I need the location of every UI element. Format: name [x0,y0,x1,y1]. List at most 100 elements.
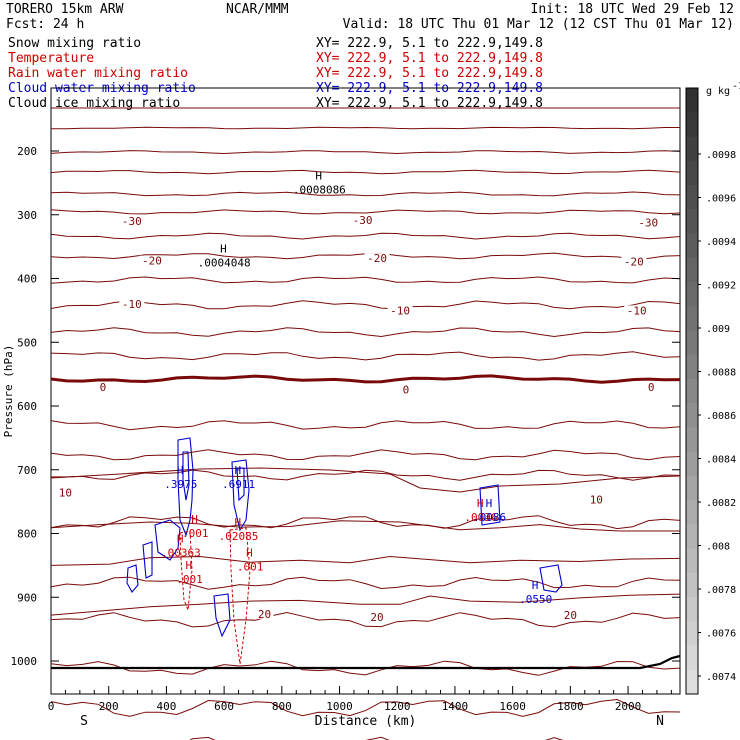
maximum-marker: H [477,497,484,510]
temperature-label: 20 [370,611,383,624]
temperature-label-bg [364,253,390,264]
maximum-value: .6911 [222,478,255,491]
y-tick-label: 400 [17,273,37,286]
maximum-value: .0004048 [198,257,251,270]
model-title: TORERO 15km ARW [6,2,124,17]
temperature-label: -30 [638,216,658,229]
colorbar-step [686,572,698,598]
plot-frame [50,87,681,695]
isotherm-line [50,515,681,530]
temperature-label-bg [119,216,145,227]
x-tick-label: 1200 [384,700,411,713]
y-tick-label: 200 [17,145,37,158]
cloud-water-contour [231,459,250,532]
rain-contour [179,530,193,611]
y-tick-label: 1000 [11,655,38,668]
maximum-value: .3975 [164,478,197,491]
isotherm-line [51,469,681,481]
maximum-value: .0086 [473,511,506,524]
colorbar-step [686,184,698,210]
maximum-value: .0008086 [293,183,346,196]
isotherm-line [51,126,680,130]
temperature-label-bg [255,608,274,619]
colorbar-tick-label: .0092 [706,281,736,292]
colorbar-tick-label: .008 [706,542,730,553]
isotherm-line [50,467,681,493]
colorbar-step [686,354,698,380]
maximum-value: .02085 [219,530,259,543]
maximum-value: .001 [237,561,264,574]
temperature-label-bg [561,610,580,621]
colorbar: .0098 .0096 .0094 .0092 .009 .0088 .0086 .0084.… [685,81,740,695]
legend-label: Temperature [8,51,94,66]
maximum-value: .0550 [519,593,552,606]
colorbar-step [686,88,698,113]
colorbar-tick-label: .0082 [706,498,736,509]
maximum-marker: H [177,464,184,477]
temperature-label: -10 [122,298,142,311]
temperature-label-bg [350,214,376,225]
y-tick-label: 300 [17,209,37,222]
temperature-label: -30 [353,214,373,227]
isotherm-line [50,191,681,197]
legend: Snow mixing ratio XY= 222.9, 5.1 to 222.9… [8,36,543,111]
legend-label: Snow mixing ratio [8,36,141,51]
temperature-label: 0 [403,383,410,396]
colorbar-step [686,257,698,283]
temperature-label-bg [621,256,647,267]
y-tick-label: 500 [17,336,37,349]
temperature-label-bg [635,217,661,228]
contour-labels: -30 -30 -30 -20 -20 -20 -10 -10 -10 0 0 0 10 10 20 20 20… [56,169,661,624]
x-axis-label: Distance (km) [315,714,417,729]
rain-contour [229,527,251,665]
cloud-water-contour [154,519,181,561]
isotherm-line [50,351,681,361]
isotherm-line [50,611,681,628]
colorbar-step [686,645,698,671]
right-endpoint-label: N [656,714,664,729]
cloud-water-contour [213,593,231,638]
maximum-marker: H [191,513,198,526]
moisture-contours [126,437,563,665]
y-tick-label: 900 [17,591,37,604]
cloud-water-contour [142,541,153,579]
cloud-water-contour [479,484,501,526]
isotherm-line [50,698,681,717]
isotherm-line [50,555,681,566]
maximum-value: .001 [176,573,203,586]
cloud-water-contour [236,467,245,502]
isotherm-line [50,520,680,532]
temperature-label-bg [645,381,657,392]
colorbar-tick-label: .009 [706,324,730,335]
y-tick-label: 600 [17,400,37,413]
colorbar-unit-exponent: -1 [732,81,740,92]
isotherm-line [50,327,681,338]
y-tick-label: 700 [17,464,37,477]
legend-xy: XY= 222.9, 5.1 to 222.9,149.8 [316,66,543,81]
x-tick-label: 1400 [442,700,469,713]
maximum-marker: H [235,516,242,529]
colorbar-step [686,112,698,137]
colorbar-tick-label: .0078 [706,585,736,596]
temperature-label: 10 [590,494,603,507]
maximum-marker: H [235,464,242,477]
colorbar-tick-label: .0094 [706,237,736,248]
colorbar-step [686,330,698,356]
temperature-label: 20 [564,609,577,622]
colorbar-step [686,136,698,162]
legend-label: Cloud ice mixing ratio [8,96,180,111]
isotherm-line [50,576,681,590]
maximum-marker: H [486,497,493,510]
isotherm-line [50,593,681,616]
valid-time: Valid: 18 UTC Thu 01 Mar 12 (12 CST Thu … [343,17,734,32]
isotherm-line [50,232,681,240]
colorbar-step [686,621,698,647]
colorbar-step [686,669,698,695]
temperature-label: 10 [59,487,72,500]
colorbar-tick-label: .0084 [706,455,736,466]
maximum-value: .001 [182,527,209,540]
colorbar-step [686,233,698,259]
maximum-marker: H [220,243,227,256]
forecast-hour: Fcst: 24 h [6,17,84,32]
temperature-label: -10 [627,304,647,317]
